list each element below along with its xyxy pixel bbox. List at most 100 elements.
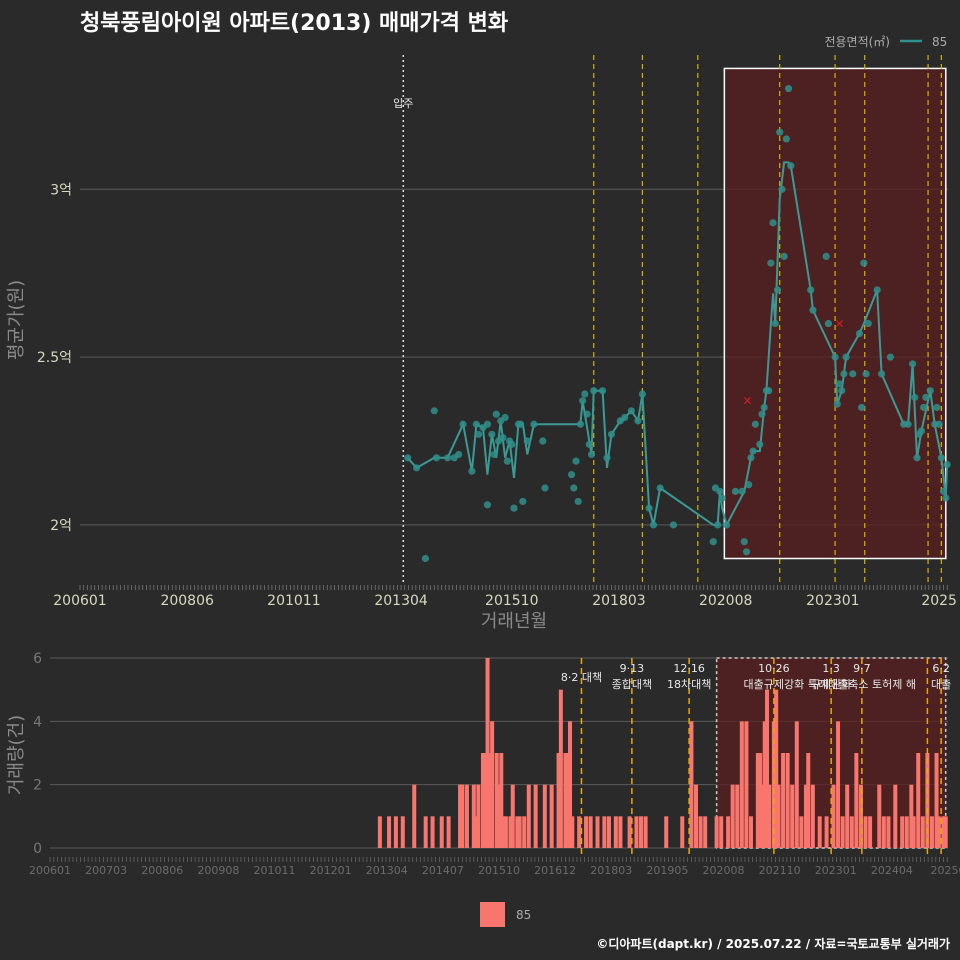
price-point: [587, 450, 596, 459]
price-point: [740, 538, 748, 546]
price-point: [421, 554, 430, 563]
price-point: [634, 417, 642, 425]
volume-bar: [501, 816, 506, 848]
price-point: [738, 487, 746, 495]
price-point: [769, 219, 777, 227]
price-point: [908, 360, 917, 368]
policy-annotation: 18차대책: [667, 678, 711, 691]
price-point: [709, 538, 717, 546]
price-point: [787, 162, 795, 170]
price-point: [731, 487, 740, 495]
price-point: [742, 548, 751, 556]
volume-bar: [840, 816, 845, 848]
volume-bar: [400, 816, 405, 848]
volume-bar: [542, 784, 547, 848]
price-point: [590, 387, 598, 395]
volume-bar: [446, 816, 451, 848]
volume-bar: [570, 816, 575, 848]
volume-bar: [836, 721, 841, 848]
volume-bar: [831, 784, 836, 848]
volume-bar: [771, 721, 776, 848]
volume-plot: 0 2 4 6 8·2 대책 9·13 종합대책 12·16 18차대책 10·26 대출규제강화 1…: [29, 651, 960, 877]
price-point: [835, 380, 844, 388]
volume-x-tick-label: 202301: [815, 864, 857, 877]
price-point: [855, 330, 864, 338]
volume-bar: [845, 784, 850, 848]
volume-bar: [810, 784, 815, 848]
volume-bar: [565, 753, 570, 848]
price-point: [455, 450, 463, 459]
volume-bar: [698, 816, 703, 848]
volume-bar: [877, 784, 882, 848]
price-point: [581, 390, 589, 398]
volume-bar: [613, 816, 618, 848]
price-point: [656, 484, 664, 492]
volume-bar: [377, 816, 382, 848]
price-point: [877, 370, 886, 378]
price-point: [519, 497, 527, 506]
volume-bar: [430, 816, 435, 848]
volume-x-tick-label: 200703: [85, 864, 127, 877]
volume-bar: [886, 816, 891, 848]
price-point: [714, 521, 722, 529]
volume-bar: [634, 816, 639, 848]
volume-bar: [503, 816, 508, 848]
policy-annotation: 규제완화: [811, 678, 851, 691]
volume-bar: [849, 816, 854, 848]
volume-bar: [483, 753, 488, 848]
volume-bar: [904, 816, 909, 848]
policy-annotation: 6·2: [932, 662, 950, 675]
volume-bar: [893, 784, 898, 848]
price-point: [572, 457, 580, 465]
price-point: [412, 464, 421, 472]
x-tick-label: 201304: [374, 593, 428, 609]
volume-bar: [618, 816, 623, 848]
volume-x-tick-label: 202404: [871, 864, 913, 877]
volume-bar: [517, 816, 522, 848]
volume-bar: [758, 753, 763, 848]
volume-bar: [929, 816, 934, 848]
price-point: [831, 353, 839, 361]
price-point: [645, 504, 653, 512]
volume-y-tick-label: 6: [33, 651, 42, 667]
volume-bar: [588, 816, 593, 848]
volume-bar: [508, 816, 513, 848]
price-point: [824, 319, 833, 328]
price-point: [917, 427, 926, 435]
price-point: [756, 440, 764, 448]
volume-x-tick-label: 201304: [366, 864, 408, 877]
volume-bar: [735, 784, 740, 848]
volume-bar: [689, 721, 694, 848]
price-point: [503, 457, 511, 465]
volume-bar: [739, 721, 744, 848]
volume-bar: [943, 816, 948, 848]
volume-bar: [664, 816, 669, 848]
chart-title: 청북풍림아이원 아파트(2013) 매매가격 변화: [80, 11, 508, 36]
volume-bar: [480, 753, 485, 848]
legend-title: 전용면적(㎡): [824, 35, 890, 49]
volume-x-tick-label: 201201: [310, 864, 352, 877]
volume-bar: [558, 689, 563, 848]
volume-bar: [602, 816, 607, 848]
volume-bar: [719, 816, 724, 848]
volume-bar: [460, 784, 465, 848]
price-point: [501, 413, 509, 422]
volume-x-tick-label: 201510: [478, 864, 520, 877]
price-point: [778, 185, 786, 193]
volume-bar: [785, 753, 790, 848]
volume-bar: [762, 721, 767, 848]
volume-bar: [464, 784, 469, 848]
price-point: [780, 252, 788, 261]
volume-bar: [577, 816, 582, 848]
volume-x-tick-label: 202110: [759, 864, 801, 877]
policy-annotation: 10·26: [758, 662, 790, 675]
volume-bar: [393, 816, 398, 848]
price-point: [483, 420, 492, 428]
volume-bar: [909, 784, 914, 848]
price-point: [760, 403, 768, 412]
volume-y-tick-label: 0: [33, 841, 42, 857]
volume-y-tick-label: 4: [33, 714, 42, 730]
credit-text: ©디아파트(dapt.kr) / 2025.07.22 / 자료=국토교통부 실…: [596, 936, 950, 951]
volume-bar: [387, 816, 392, 848]
